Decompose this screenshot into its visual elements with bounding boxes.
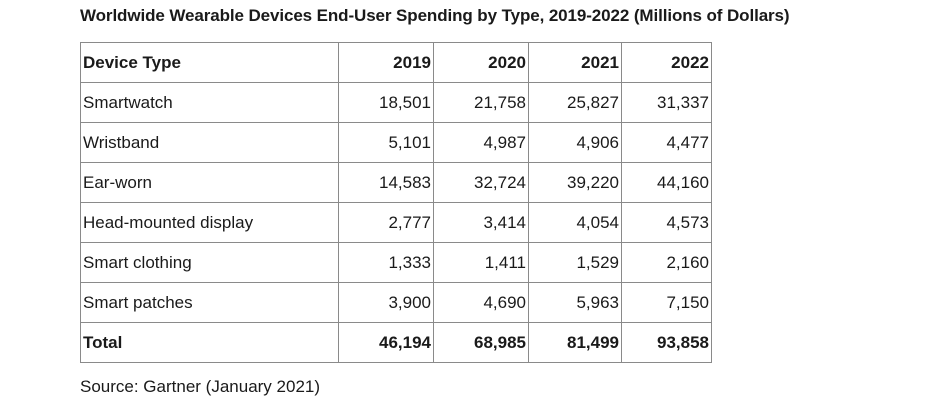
total-cell-2019: 46,194 [338,322,434,363]
table-title: Worldwide Wearable Devices End-User Spen… [80,6,790,25]
value-cell-2019: 5,101 [338,122,434,163]
value-cell-2020: 4,987 [433,122,529,163]
column-header-2019: 2019 [338,42,434,83]
device-type-cell: Smart clothing [80,242,339,283]
device-type-cell: Head-mounted display [80,202,339,243]
value-cell-2021: 4,054 [528,202,622,243]
device-type-cell: Ear-worn [80,162,339,203]
value-cell-2022: 2,160 [621,242,712,283]
total-cell-2020: 68,985 [433,322,529,363]
value-cell-2022: 44,160 [621,162,712,203]
table-row: Head-mounted display 2,777 3,414 4,054 4… [80,202,712,243]
value-cell-2019: 2,777 [338,202,434,243]
total-cell-2022: 93,858 [621,322,712,363]
total-label-cell: Total [80,322,339,363]
value-cell-2022: 4,573 [621,202,712,243]
source-note: Source: Gartner (January 2021) [80,377,321,396]
total-row: Total 46,194 68,985 81,499 93,858 [80,322,712,363]
value-cell-2019: 1,333 [338,242,434,283]
column-header-device-type: Device Type [80,42,339,83]
value-cell-2019: 3,900 [338,282,434,323]
value-cell-2021: 39,220 [528,162,622,203]
value-cell-2020: 4,690 [433,282,529,323]
device-type-cell: Smart patches [80,282,339,323]
value-cell-2019: 14,583 [338,162,434,203]
value-cell-2022: 31,337 [621,82,712,123]
spending-table: Device Type 2019 2020 2021 2022 Smartwat… [80,42,712,363]
device-type-cell: Wristband [80,122,339,163]
value-cell-2022: 7,150 [621,282,712,323]
value-cell-2020: 32,724 [433,162,529,203]
column-header-2022: 2022 [621,42,712,83]
table-row: Smartwatch 18,501 21,758 25,827 31,337 [80,82,712,123]
value-cell-2021: 25,827 [528,82,622,123]
value-cell-2019: 18,501 [338,82,434,123]
column-header-2021: 2021 [528,42,622,83]
value-cell-2021: 4,906 [528,122,622,163]
column-header-2020: 2020 [433,42,529,83]
value-cell-2022: 4,477 [621,122,712,163]
table-header-row: Device Type 2019 2020 2021 2022 [80,42,712,83]
table-row: Smart clothing 1,333 1,411 1,529 2,160 [80,242,712,283]
value-cell-2020: 1,411 [433,242,529,283]
value-cell-2021: 5,963 [528,282,622,323]
total-cell-2021: 81,499 [528,322,622,363]
device-type-cell: Smartwatch [80,82,339,123]
table-row: Ear-worn 14,583 32,724 39,220 44,160 [80,162,712,203]
table-row: Smart patches 3,900 4,690 5,963 7,150 [80,282,712,323]
table-row: Wristband 5,101 4,987 4,906 4,477 [80,122,712,163]
value-cell-2021: 1,529 [528,242,622,283]
value-cell-2020: 21,758 [433,82,529,123]
value-cell-2020: 3,414 [433,202,529,243]
